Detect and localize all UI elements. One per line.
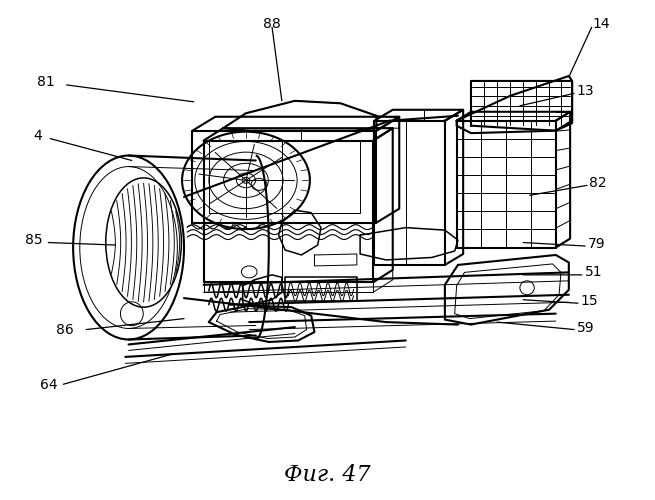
Text: 64: 64	[39, 378, 57, 392]
Text: 88: 88	[263, 17, 281, 31]
Text: 4: 4	[33, 128, 42, 142]
Text: 13: 13	[576, 84, 594, 98]
Text: 59: 59	[577, 320, 595, 334]
Text: 85: 85	[25, 233, 43, 247]
Text: 15: 15	[581, 294, 599, 308]
Text: Фиг. 47: Фиг. 47	[284, 464, 371, 485]
Text: 51: 51	[585, 266, 603, 280]
Text: 86: 86	[56, 322, 74, 336]
Text: 82: 82	[590, 176, 607, 190]
Text: 14: 14	[593, 17, 610, 31]
Text: 81: 81	[37, 75, 54, 89]
Text: 79: 79	[588, 237, 605, 251]
